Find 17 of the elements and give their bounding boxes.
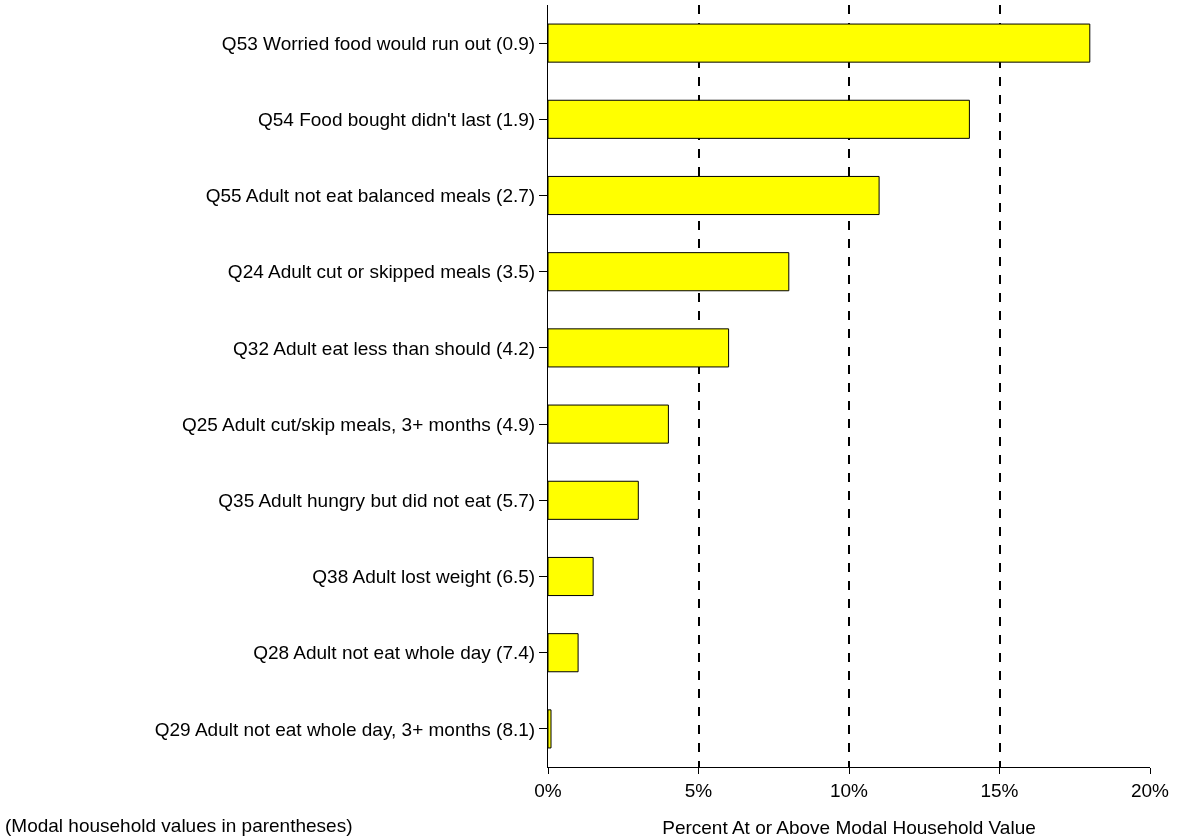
y-tick-label: Q55 Adult not eat balanced meals (2.7) — [205, 185, 536, 207]
x-tick-label: 15% — [980, 779, 1019, 801]
x-axis-title: Percent At or Above Modal Household Value — [662, 816, 1036, 838]
y-tick-label: Q32 Adult eat less than should (4.2) — [233, 337, 536, 359]
x-tick-label: 5% — [684, 779, 713, 801]
y-tick-label: Q54 Food bought didn't last (1.9) — [258, 108, 536, 130]
y-tick-label: Q53 Worried food would run out (0.9) — [221, 32, 536, 54]
text: (Modal household values in parentheses) — [5, 815, 353, 836]
y-tick-label: Q24 Adult cut or skipped meals (3.5) — [227, 261, 536, 283]
x-tick-label: 10% — [829, 779, 869, 801]
y-tick-label: Q29 Adult not eat whole day, 3+ months (8.1) — [154, 718, 536, 740]
y-tick-label: Q35 Adult hungry but did not eat (5.7) — [218, 489, 536, 511]
y-tick-label: Q38 Adult lost weight (6.5) — [312, 566, 536, 588]
y-tick-label: Q28 Adult not eat whole day (7.4) — [253, 642, 536, 664]
x-tick-label: 0% — [534, 779, 562, 801]
y-tick-label: Q25 Adult cut/skip meals, 3+ months (4.9) — [181, 413, 536, 435]
x-tick-label: 20% — [1130, 779, 1170, 801]
